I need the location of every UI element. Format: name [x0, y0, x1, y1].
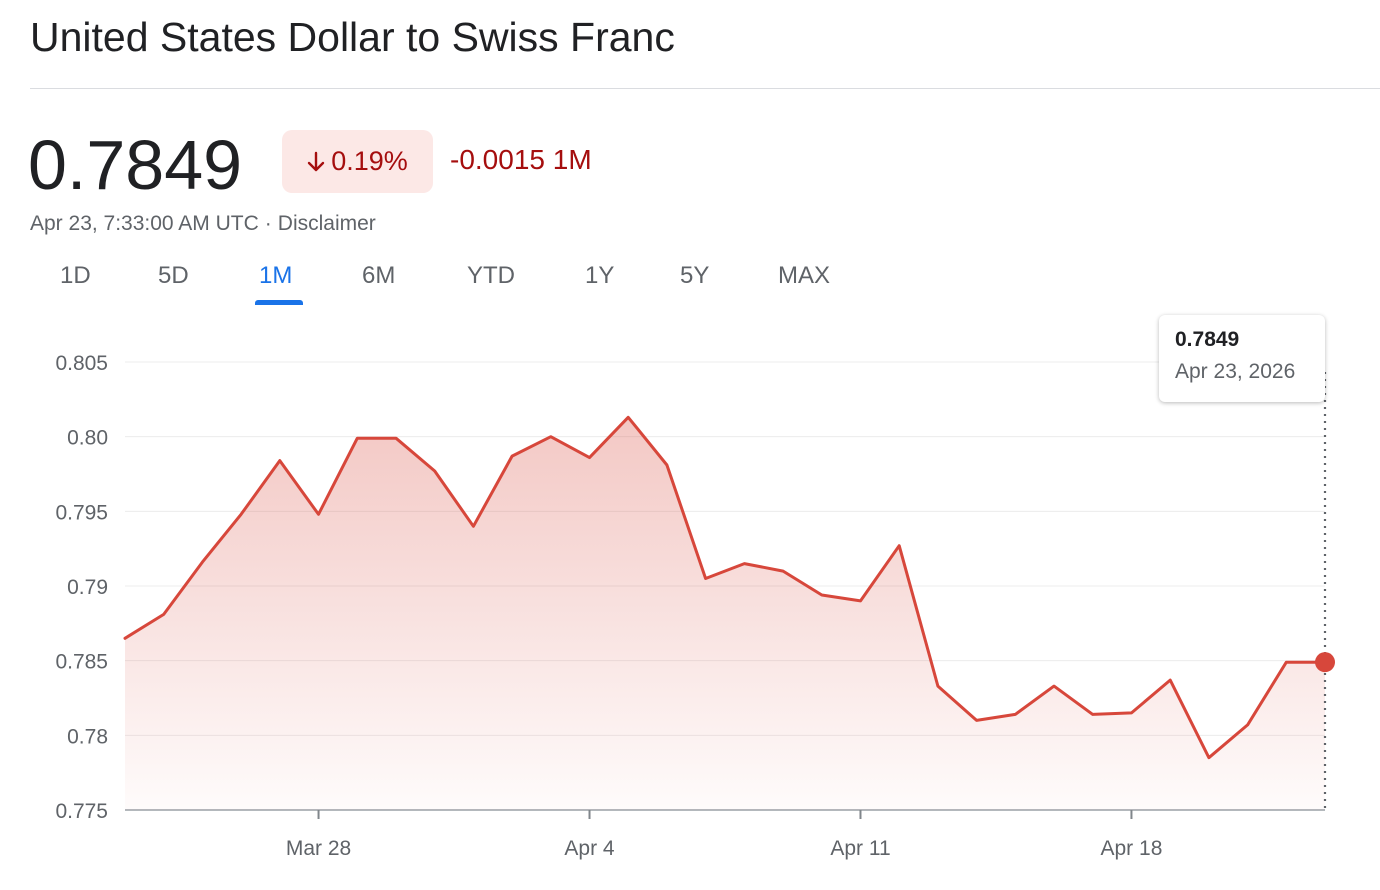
x-tick-label: Apr 18 [1101, 837, 1163, 860]
y-tick-label: 0.79 [67, 576, 108, 599]
tab-6m[interactable]: 6M [362, 262, 396, 289]
page-title: United States Dollar to Swiss Franc [30, 14, 675, 60]
quote-timestamp: Apr 23, 7:33:00 AM UTC [30, 212, 259, 235]
y-tick-label: 0.805 [55, 352, 108, 375]
active-tab-indicator [255, 300, 303, 305]
change-absolute: -0.0015 1M [450, 144, 592, 175]
change-percent: 0.19% [331, 146, 408, 176]
y-tick-label: 0.795 [55, 501, 108, 524]
tab-1y[interactable]: 1Y [585, 262, 615, 289]
hover-tooltip: 0.7849 Apr 23, 2026 [1159, 315, 1325, 402]
tooltip-date: Apr 23, 2026 [1175, 360, 1296, 383]
change-percent-badge: 0.19% [282, 130, 433, 193]
tab-max[interactable]: MAX [778, 262, 831, 289]
y-tick-label: 0.78 [67, 725, 108, 748]
divider [30, 88, 1380, 89]
arrow-down-icon [308, 151, 325, 171]
quote-timestamp-line: Apr 23, 7:33:00 AM UTC · Disclaimer [30, 212, 376, 236]
tab-ytd[interactable]: YTD [467, 262, 515, 289]
price-chart[interactable]: 0.805 0.80 0.795 0.79 0.785 0.78 0.775 Mar 28 Ap… [0, 300, 1380, 890]
current-price: 0.7849 [28, 126, 243, 204]
data-point [1315, 652, 1335, 673]
tab-5d[interactable]: 5D [158, 262, 189, 289]
y-tick-label: 0.80 [67, 427, 108, 450]
y-tick-label: 0.775 [55, 800, 108, 823]
tab-5y[interactable]: 5Y [680, 262, 710, 289]
tab-1d[interactable]: 1D [60, 262, 91, 289]
separator-dot: · [264, 212, 272, 235]
x-tick-label: Mar 28 [286, 837, 351, 860]
x-tick-label: Apr 4 [564, 837, 615, 860]
y-tick-label: 0.785 [55, 651, 108, 674]
tooltip-value: 0.7849 [1175, 328, 1240, 351]
tab-1m[interactable]: 1M [259, 262, 293, 289]
disclaimer-link[interactable]: Disclaimer [277, 212, 376, 235]
x-tick-label: Apr 11 [830, 837, 890, 860]
series-line [123, 415, 1327, 760]
series-area [125, 417, 1325, 810]
